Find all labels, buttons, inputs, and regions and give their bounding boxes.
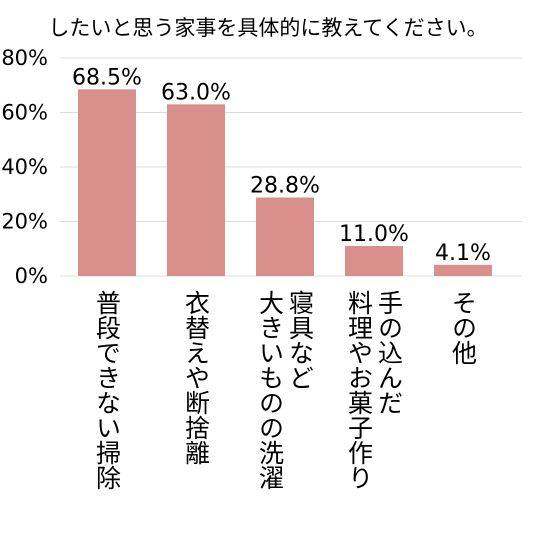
data-label: 68.5%: [72, 65, 142, 90]
chart-title: したいと思う家事を具体的に教えてください。: [48, 16, 487, 40]
data-label: 4.1%: [435, 241, 491, 266]
bar: [167, 104, 225, 276]
y-tick-label: 60%: [1, 101, 48, 125]
category-label: 料理やお菓子作り: [345, 290, 374, 490]
data-label: 63.0%: [161, 80, 231, 105]
category-label: その他: [449, 290, 478, 365]
category-label: 大きいものの洗濯: [256, 290, 285, 490]
y-tick-label: 40%: [1, 155, 48, 179]
category-label: 寝具など: [286, 290, 315, 390]
data-label: 11.0%: [339, 222, 409, 247]
bar: [256, 197, 314, 276]
y-tick-label: 20%: [1, 210, 48, 234]
y-tick-label: 0%: [15, 264, 48, 288]
bar: [78, 89, 136, 277]
category-label: 衣替えや断捨離: [182, 290, 211, 465]
category-label: 普段できない掃除: [93, 290, 122, 490]
y-tick-label: 80%: [1, 46, 48, 70]
data-label: 28.8%: [250, 174, 320, 199]
category-label: 手の込んだ: [375, 290, 404, 415]
bar: [434, 264, 492, 276]
bar: [345, 246, 403, 276]
